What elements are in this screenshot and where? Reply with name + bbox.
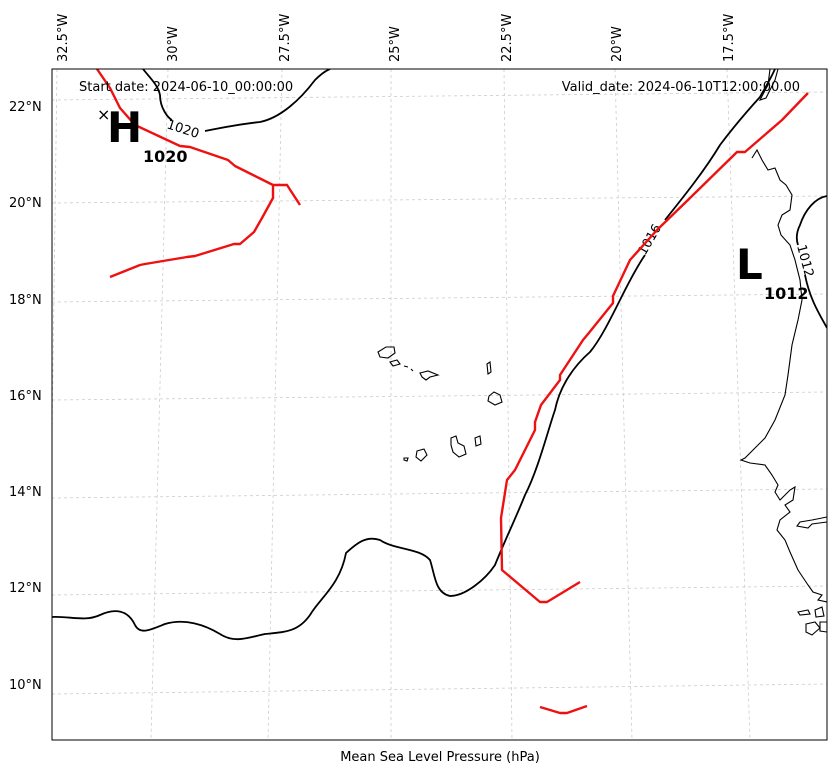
island-santa-luzia <box>403 365 414 372</box>
isobar-1020 <box>142 69 331 132</box>
island-fogo <box>415 448 428 462</box>
gridlines <box>52 69 827 740</box>
island-sao-vicente <box>389 359 401 367</box>
lat-label-12n: 12°N <box>9 581 42 596</box>
lon-label-30w: 30°W <box>166 26 181 62</box>
valid-date-label: Valid_date: 2024-06-10T12:00:00.00 <box>562 80 800 95</box>
lat-label-10n: 10°N <box>9 678 42 693</box>
isobar-1016 <box>52 69 776 641</box>
gridline-lat-18 <box>52 293 827 303</box>
lon-label-32-5w: 32.5°W <box>56 14 71 62</box>
gridline-lon-20 <box>614 69 633 740</box>
low-pressure-center: L 1012 <box>736 240 809 303</box>
lon-label-27-5w: 27.5°W <box>278 14 293 62</box>
high-symbol: H <box>107 103 142 152</box>
lat-label-20n: 20°N <box>9 196 42 211</box>
lon-label-20w: 20°W <box>610 26 625 62</box>
island-boa-vista <box>487 391 503 406</box>
lon-label-22-5w: 22.5°W <box>500 14 515 62</box>
gridline-lon-17-5 <box>726 69 751 740</box>
lat-label-22n: 22°N <box>9 100 42 115</box>
lon-label-25w: 25°W <box>388 26 403 62</box>
island-santo-antao <box>377 346 396 359</box>
island-brava <box>403 457 409 462</box>
island-santiago <box>450 435 467 458</box>
contour-label-1012: 1012 <box>793 243 816 279</box>
lat-label-14n: 14°N <box>9 485 42 500</box>
island-sao-nicolau <box>419 370 440 381</box>
island-sal <box>486 361 492 375</box>
coastlines <box>377 69 827 636</box>
front-lines <box>96 69 809 715</box>
low-symbol: L <box>736 240 763 289</box>
gridline-lon-27-5 <box>267 69 283 740</box>
front-line-central <box>499 92 809 604</box>
low-value: 1012 <box>764 284 809 303</box>
front-line-northwest <box>96 69 302 279</box>
x-axis-label: Mean Sea Level Pressure (hPa) <box>340 750 540 765</box>
plot-frame <box>51 68 828 741</box>
coastline-west-africa <box>739 69 827 636</box>
gridline-lat-10 <box>52 683 827 695</box>
start-date-label: Start date: 2024-06-10_00:00:00 <box>79 80 293 95</box>
latitude-labels: 22°N 20°N 18°N 16°N 14°N 12°N 10°N <box>9 100 42 693</box>
high-pressure-center: × H 1020 <box>97 103 188 166</box>
plot-area: 1020 1016 1012 × H <box>52 69 827 740</box>
contour-label-1020: 1020 <box>165 118 201 142</box>
isobar-1012 <box>795 195 827 329</box>
longitude-labels: 32.5°W 30°W 27.5°W 25°W 22.5°W 20°W 17.5… <box>56 14 737 62</box>
isobars <box>52 69 827 641</box>
gridline-lat-14 <box>52 488 827 499</box>
high-value: 1020 <box>143 147 188 166</box>
lon-label-17-5w: 17.5°W <box>722 14 737 62</box>
front-line-south <box>539 704 588 715</box>
gridline-lat-20 <box>52 195 827 204</box>
gridline-lon-30 <box>150 69 169 740</box>
gridline-lat-16 <box>52 391 827 401</box>
lat-label-18n: 18°N <box>9 293 42 308</box>
gridline-lon-22-5 <box>503 69 513 740</box>
island-maio <box>474 435 482 447</box>
high-marker-icon: × <box>97 105 110 124</box>
lat-label-16n: 16°N <box>9 389 42 404</box>
